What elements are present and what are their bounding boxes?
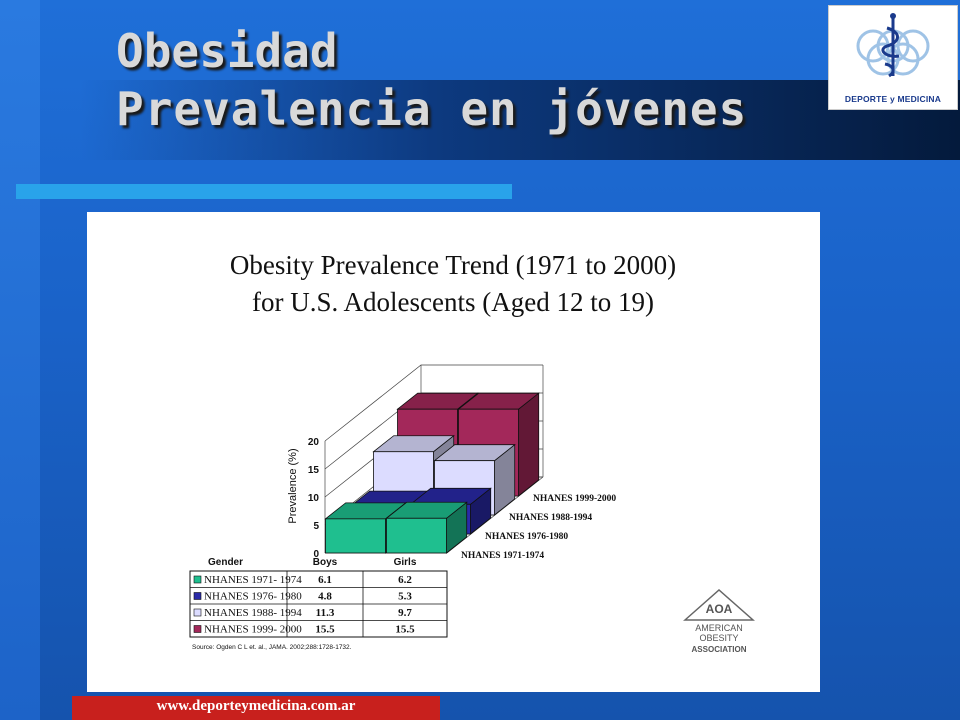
y-tick-label: 0 [313,549,319,560]
slide-title-line2: Prevalencia en jóvenes [116,82,748,136]
accent-bar [16,184,512,199]
slide-title-line1: Obesidad [116,24,338,78]
left-decor-strip [0,0,40,720]
table-header-category: Boys [313,557,338,568]
table-swatch [193,625,202,633]
chart-panel: Obesity Prevalence Trend (1971 to 2000) … [87,212,820,692]
aoa-logo-abbrev: AOA [706,602,733,616]
table-cell: 11.3 [316,607,335,619]
table-cell: 5.3 [398,591,412,603]
title-band [80,80,960,160]
table-swatch [193,592,202,600]
y-tick-label: 5 [313,521,319,532]
y-tick-label: 10 [308,493,320,504]
data-table: Gender Boys Girls NHANES 1971- 1974 6.1 6.2 NH… [189,557,448,638]
chart-title-line2: for U.S. Adolescents (Aged 12 to 19) [252,287,654,317]
olympic-caduceus-icon [856,13,930,78]
table-swatch [193,575,202,584]
table-header-gender: Gender [208,557,243,568]
aoa-logo-line2: OBESITY [699,633,738,643]
chart-source: Source: Ogden C L et. al., JAMA. 2002;28… [192,644,352,651]
chart-svg: Obesity Prevalence Trend (1971 to 2000) … [189,250,755,654]
series-depth-label: NHANES 1988-1994 [509,513,592,523]
logo-text: DEPORTE y MEDICINA [844,94,942,104]
table-series-label: NHANES 1971- 1974 [204,574,302,586]
table-cell: 6.1 [318,574,332,586]
footer-url: www.deporteymedicina.com.ar [156,698,356,714]
table-series-label: NHANES 1999- 2000 [204,624,302,636]
y-tick-label: 15 [308,465,320,476]
table-series-label: NHANES 1988- 1994 [204,607,302,619]
table-header-category: Girls [394,557,417,568]
table-cell: 15.5 [315,624,335,636]
table-cell: 6.2 [398,574,412,586]
bar-front [386,517,447,554]
series-depth-label: NHANES 1999-2000 [533,494,616,504]
chart-title-line1: Obesity Prevalence Trend (1971 to 2000) [230,250,676,280]
table-cell: 15.5 [395,624,415,636]
footer-bar: www.deporteymedicina.com.ar [72,696,440,720]
series-depth-label: NHANES 1971-1974 [461,551,544,561]
y-axis-label: Prevalence (%) [287,448,299,523]
table-series-label: NHANES 1976- 1980 [204,591,302,603]
table-cell: 4.8 [318,591,332,603]
series-depth-label: NHANES 1976-1980 [485,532,568,542]
deporte-medicina-logo: DEPORTE y MEDICINA [828,5,958,110]
table-swatch [193,608,202,617]
aoa-logo-line3: ASSOCIATION [692,645,747,654]
slide-title: Obesidad Prevalencia en jóvenes [116,28,747,132]
table-cell: 9.7 [398,607,412,619]
y-tick-label: 20 [308,437,320,448]
bar-side [518,392,540,497]
aoa-logo-line1: AMERICAN [695,623,743,633]
chart-3d-plot: 0 5 10 15 20 NHANES 1971-1974 NHANES 1976-1980… [308,364,616,561]
bar-front [325,518,386,554]
aoa-logo: AOA AMERICAN OBESITY ASSOCIATION [683,588,755,654]
